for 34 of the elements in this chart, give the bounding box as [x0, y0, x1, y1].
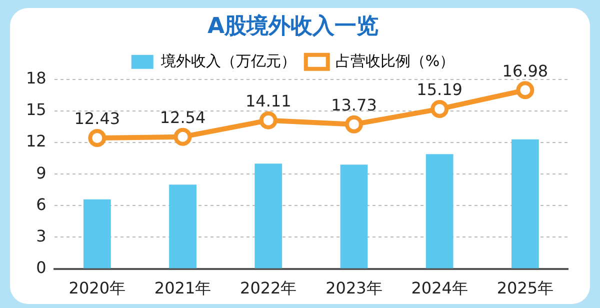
x-tick-label: 2022年	[240, 278, 297, 298]
point	[259, 111, 278, 130]
point	[344, 115, 363, 134]
y-tick-label: 0	[36, 258, 46, 277]
legend-label: 境外收入（万亿元）	[160, 52, 296, 70]
data-label: 15.19	[416, 80, 462, 100]
data-label: 12.54	[160, 108, 206, 128]
y-tick-label: 3	[36, 226, 46, 246]
y-tick-label: 6	[36, 194, 46, 214]
bar	[83, 199, 111, 268]
x-tick-label: 2020年	[68, 278, 126, 298]
point	[88, 129, 106, 148]
chart-title: A股境外收入一览	[207, 12, 379, 39]
data-label: 14.11	[245, 91, 292, 110]
bar	[340, 164, 368, 268]
point	[430, 100, 449, 118]
x-tick-label: 2021年	[154, 278, 212, 298]
bar	[426, 154, 454, 268]
y-tick-label: 18	[26, 68, 46, 88]
data-label: 16.98	[502, 61, 548, 80]
x-tick-label: 2023年	[326, 278, 382, 298]
bar	[169, 184, 196, 268]
data-label: 13.73	[331, 95, 377, 114]
bar	[254, 164, 282, 268]
y-tick-label: 12	[26, 132, 46, 151]
legend-label: 占营收比例（%）	[335, 52, 455, 70]
y-tick-label: 15	[26, 100, 46, 120]
point	[174, 128, 192, 146]
x-tick-label: 2025年	[496, 278, 554, 298]
y-tick-label: 9	[36, 163, 46, 182]
point	[516, 81, 534, 100]
x-tick-label: 2024年	[411, 278, 468, 298]
bar	[512, 139, 539, 268]
data-label: 12.43	[74, 109, 120, 128]
